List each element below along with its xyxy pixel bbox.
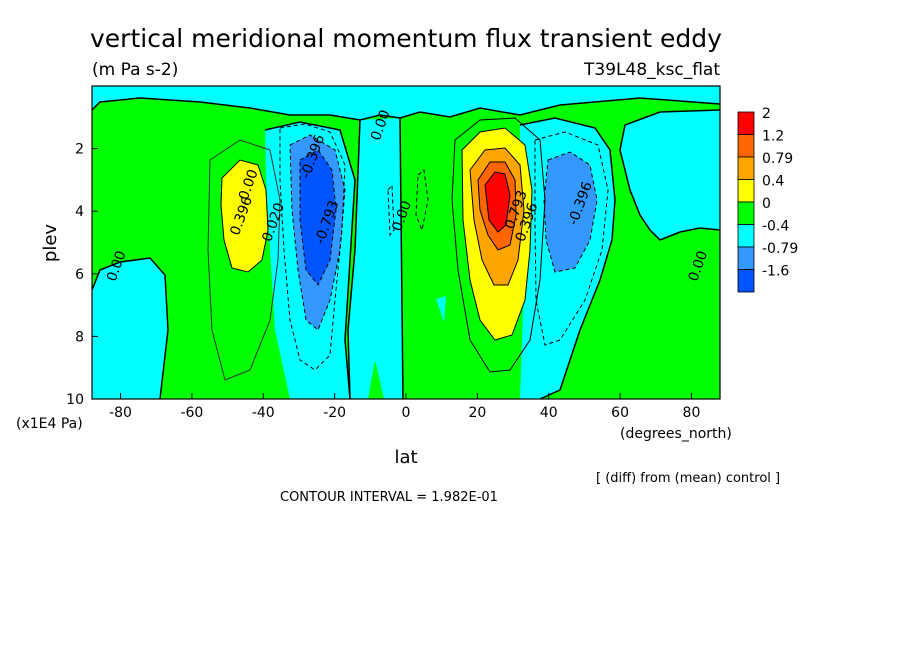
contour-negative	[279, 123, 346, 371]
contour-negative	[534, 131, 609, 346]
x-tick-label: 0	[402, 405, 411, 421]
y-tick-label: 10	[66, 392, 84, 408]
x-tick-label: -60	[180, 405, 203, 421]
colorbar-label: 0	[762, 196, 771, 212]
plot-area: 0.000.000.396 0.020-0.396-0.793 0.00 0.7930…	[66, 85, 721, 421]
y-tick-label: 2	[75, 142, 84, 158]
contour-lines	[92, 97, 720, 399]
y-tick-label: 4	[75, 204, 84, 220]
x-tick-label: 80	[683, 405, 701, 421]
contour-negative	[543, 151, 598, 273]
contour-zero	[619, 109, 720, 241]
colorbar-label: 0.79	[762, 151, 793, 167]
y-axis-label: plev	[40, 224, 61, 263]
y-axis-units: (x1E4 Pa)	[16, 416, 83, 432]
colorbar-swatch	[737, 179, 755, 203]
neg-region-top	[92, 86, 720, 120]
colorbar-label: -0.79	[762, 241, 798, 257]
colorbar-swatch	[737, 224, 755, 248]
x-tick-label: -40	[252, 405, 275, 421]
y-tick-label: 8	[75, 329, 84, 345]
colorbar-label: 2	[762, 106, 771, 122]
colorbar-label: -1.6	[762, 264, 789, 280]
chart-experiment: T39L48_ksc_flat	[583, 60, 720, 80]
contour-positive	[477, 161, 517, 251]
colorbar-swatch	[737, 246, 755, 270]
contour-negative	[289, 134, 346, 331]
contour-negative	[299, 149, 337, 286]
field-background	[92, 86, 720, 399]
y-tick-label: 6	[75, 267, 84, 283]
contour-interval: CONTOUR INTERVAL = 1.982E-01	[280, 490, 498, 505]
x-tick-label: -80	[109, 405, 132, 421]
contour-positive	[484, 171, 511, 233]
x-axis: -80 -60 -40 -20 0 20 40 60 80	[109, 393, 700, 421]
diff-note: [ (diff) from (mean) control ]	[596, 471, 780, 486]
chart-title: vertical meridional momentum flux transi…	[90, 24, 722, 53]
neg-region-nh-right	[620, 110, 720, 240]
contour-positive	[220, 159, 269, 273]
x-tick-label: 40	[540, 405, 558, 421]
neg-region-sh-left	[92, 258, 168, 399]
colorbar-swatch	[737, 269, 755, 293]
x-tick-label: 20	[468, 405, 486, 421]
chart-units: (m Pa s-2)	[92, 60, 178, 80]
y-axis: 2 4 6 8 10	[66, 142, 98, 408]
contour-zero	[92, 257, 169, 399]
colorbar-swatch	[737, 201, 755, 225]
contour-zero	[347, 119, 361, 399]
x-axis-label: lat	[394, 447, 417, 468]
contour-negative	[387, 183, 395, 237]
x-tick-label: -20	[323, 405, 346, 421]
colorbar-swatch	[737, 156, 755, 180]
colorbar-label: 1.2	[762, 129, 784, 145]
neg-core-nh	[544, 152, 597, 272]
contour-lines-negative	[279, 123, 609, 371]
contour-negative	[415, 169, 429, 232]
contour-zero	[399, 117, 404, 399]
colorbar-label: -0.4	[762, 219, 789, 235]
contour-positive	[461, 127, 533, 341]
neg-peak-sh	[300, 150, 336, 285]
contour-positive	[469, 147, 525, 286]
contour-zero	[92, 97, 720, 121]
neg-region-pocket	[436, 296, 446, 322]
colorbar: 2 1.2 0.79 0.4 0 -0.4 -0.79 -1.6	[737, 106, 798, 293]
pos-region-sh	[221, 160, 268, 272]
colorbar-swatch	[737, 134, 755, 158]
contour-positive	[207, 139, 281, 381]
contour-positive	[451, 117, 546, 373]
contour-zero	[519, 117, 616, 399]
colorbar-swatch	[737, 111, 755, 135]
x-tick-label: 60	[611, 405, 629, 421]
contour-zero	[264, 121, 356, 399]
colorbar-label: 0.4	[762, 174, 784, 190]
x-axis-units: (degrees_north)	[620, 426, 732, 442]
pos-max-nh	[485, 172, 510, 232]
